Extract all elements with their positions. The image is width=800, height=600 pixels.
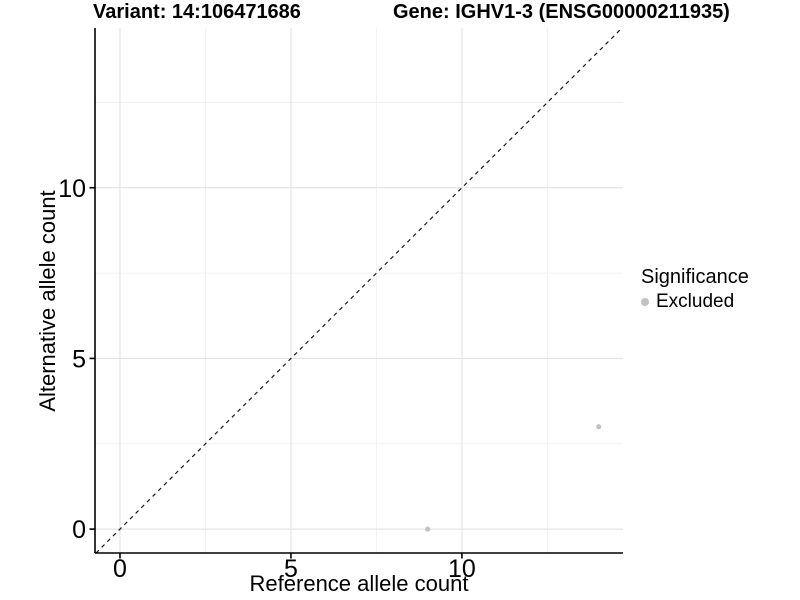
- excluded-point-icon: [641, 298, 649, 306]
- legend-item-label: Excluded: [656, 291, 735, 312]
- y-tick-label: 0: [72, 516, 86, 544]
- data-point: [425, 526, 431, 532]
- gene-title: Gene: IGHV1-3 (ENSG00000211935): [393, 1, 730, 23]
- y-tick-label: 10: [58, 175, 86, 203]
- x-tick-label: 10: [448, 555, 476, 583]
- legend-item-excluded: Excluded: [641, 291, 749, 313]
- identity-line: [95, 27, 623, 554]
- x-tick-label: 0: [113, 555, 127, 583]
- legend: Significance Excluded: [641, 265, 749, 313]
- variant-title: Variant: 14:106471686: [93, 1, 301, 23]
- x-axis-title: Reference allele count: [249, 571, 469, 596]
- y-tick-label: 5: [72, 345, 86, 373]
- x-tick-label: 5: [284, 555, 298, 583]
- data-point: [596, 424, 602, 430]
- y-axis-title: Alternative allele count: [35, 190, 60, 412]
- legend-title: Significance: [641, 266, 749, 288]
